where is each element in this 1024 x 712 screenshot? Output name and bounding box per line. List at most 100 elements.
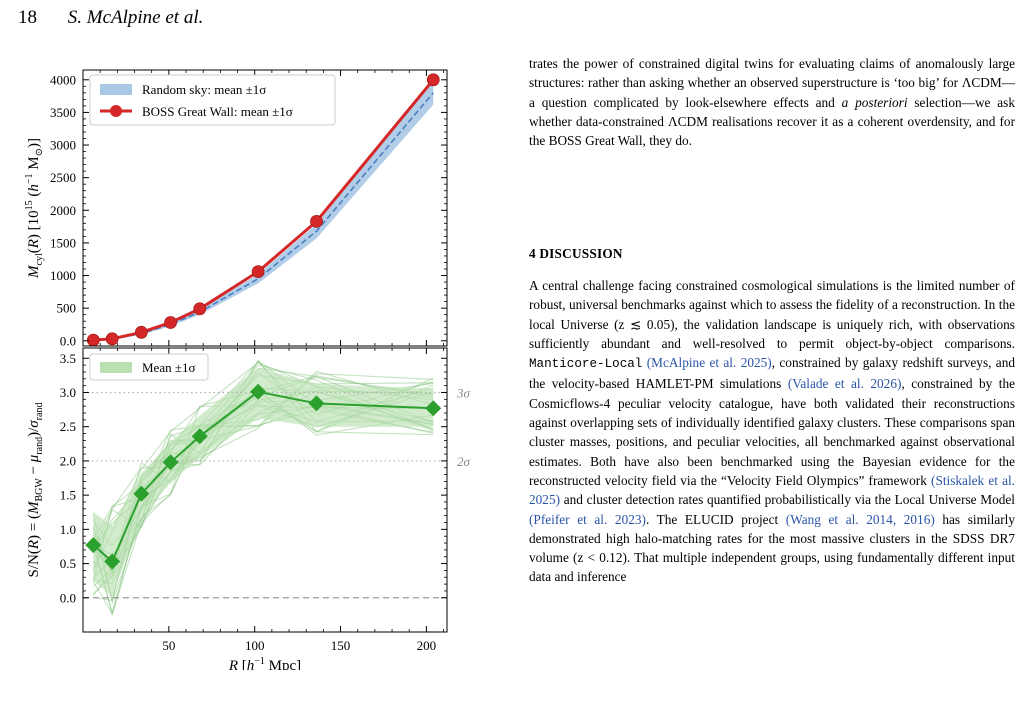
intro-tail: selection—we ask whether data-constraine… [529,94,1015,149]
discussion-text-2: , constrained by galaxy redshift surveys… [529,355,1015,392]
intro-emphasis: a posteriori [841,94,908,110]
top-frame [82,69,448,347]
bgw-point [164,316,177,329]
y-tick-label: 3.0 [60,385,76,400]
y-label-part: ( [26,248,42,253]
citation-link[interactable]: (McAlpine et al. 2025) [646,355,772,371]
bgw-point [193,302,207,316]
y-tick-label: 1.5 [60,488,76,503]
legend-box [89,74,336,126]
x-axis-label: R [h−1 Mpc] [228,656,301,670]
citation-link[interactable]: (Valade et al. 2026) [787,376,902,392]
snr-point [425,400,442,417]
y-label-part: ( [26,192,42,201]
code-manticore-local: Manticore-Local [529,357,643,372]
y-tick-label: 500 [57,301,77,316]
bottom-panel: 3σ 2σ 0.0 0.5 1.0 1.5 2.0 2.5 3.0 3.5 50 100 150 200 M… [26,347,471,670]
y-label-part: μ [26,454,42,463]
sigma-label: 3σ [456,385,471,400]
legend-bgw-marker [110,105,122,117]
y-label-part: M [26,500,42,515]
y-tick-label: 2.5 [60,419,76,434]
page-number: 18 [18,7,37,28]
discussion-text-3: , constrained by the Cosmicflows-4 pecul… [529,376,1015,488]
discussion-text-4: and cluster detection rates quantified p… [560,492,1015,508]
legend-box [89,353,209,381]
discussion-text-1: A central challenge facing constrained c… [529,278,1015,351]
y-label-part: BGW [34,478,45,502]
random-sky-line [93,92,434,342]
y-tick-label: 1500 [50,235,76,250]
y-label-part: h [26,184,42,192]
y-tick-label: 0.5 [60,556,76,571]
legend-random-label: Random sky: mean ±1σ [142,82,266,97]
x-tick-label: 200 [417,638,437,653]
snr-point [191,428,208,445]
y-tick-label: 2000 [50,203,76,218]
x-label-part: [ [238,658,247,670]
x-tick-label: 150 [331,638,351,653]
y-tick-label: 1000 [50,268,76,283]
y-label-part: rand [34,403,45,421]
legend-mean-label: Mean ±1σ [142,360,196,375]
y-tick-label: 0.0 [60,333,76,348]
snr-point [162,454,179,471]
legend-mean-swatch [100,362,132,373]
bgw-point [251,265,265,279]
top-panel: 0.0 500 1000 1500 2000 2500 3000 3500 4000 Random… [24,69,448,348]
running-authors: S. McAlpine et al. [67,7,204,28]
x-label-part: h [247,658,255,670]
top-y-label: Mcyl(R) [1015 (h−1 M⊙)] [24,138,45,279]
x-tick-label: 50 [162,638,175,653]
y-label-part: rand [34,437,45,455]
y-label-part: ) [10 [26,210,42,239]
y-label-part: σ [26,420,42,428]
bottom-frame [82,347,448,633]
bgw-point [426,73,440,87]
bgw-point [310,214,323,228]
snr-point [308,395,325,412]
y-tick-label: 2500 [50,170,76,185]
y-label-part: − [26,462,42,478]
y-label-part: ⊙ [34,148,45,156]
snr-point [104,553,121,570]
intro-text: trates the power of constrained digital … [529,56,1015,110]
discussion-paragraph: A central challenge facing constrained c… [529,276,1015,587]
discussion-text-6: has similarly demonstrated high halo-mat… [529,511,1015,585]
x-label-part: Mpc] [265,658,301,670]
y-label-part: 15 [24,200,35,210]
snr-point [250,383,267,400]
x-tick-label: 100 [245,638,265,653]
legend-bgw-label: BOSS Great Wall: mean ±1σ [142,104,293,119]
y-label-part: M [26,264,42,279]
y-label-part: )] [26,138,42,148]
y-label-part: cyl [34,253,45,265]
y-label-part: )/ [26,427,42,437]
figure-mass-and-snr: 0.0 500 1000 1500 2000 2500 3000 3500 4000 Random… [24,69,471,670]
y-label-part: M [26,156,42,173]
running-head: 18 S. McAlpine et al. [18,6,203,30]
x-label-part: R [228,658,238,670]
citation-link[interactable]: (Stiskalek et al. 2025) [529,472,1015,508]
legend-random-swatch [100,84,132,95]
sigma-label: 2σ [457,454,471,469]
intro-paragraph: trates the power of constrained digital … [529,54,1015,150]
y-tick-label: 3000 [50,138,76,153]
citation-link[interactable]: (Pfeifer et al. 2023) [529,511,646,527]
y-tick-label: 2.0 [60,453,76,468]
bgw-point [105,332,119,346]
y-tick-label: 0.0 [60,590,76,605]
snr-band [93,367,434,597]
y-tick-label: 4000 [50,72,76,87]
discussion-text-5: . The ELUCID project [645,511,786,527]
y-label-part: ) = ( [26,514,42,540]
x-label-part: −1 [254,656,265,667]
y-label-part: R [26,239,42,249]
y-label-part: R [26,540,42,550]
citation-link[interactable]: (Wang et al. 2014, 2016) [785,511,935,527]
snr-point [133,485,150,502]
y-label-part: −1 [24,173,35,184]
bgw-point [86,333,100,347]
y-tick-label: 3.5 [60,351,76,366]
bgw-point [134,325,148,339]
